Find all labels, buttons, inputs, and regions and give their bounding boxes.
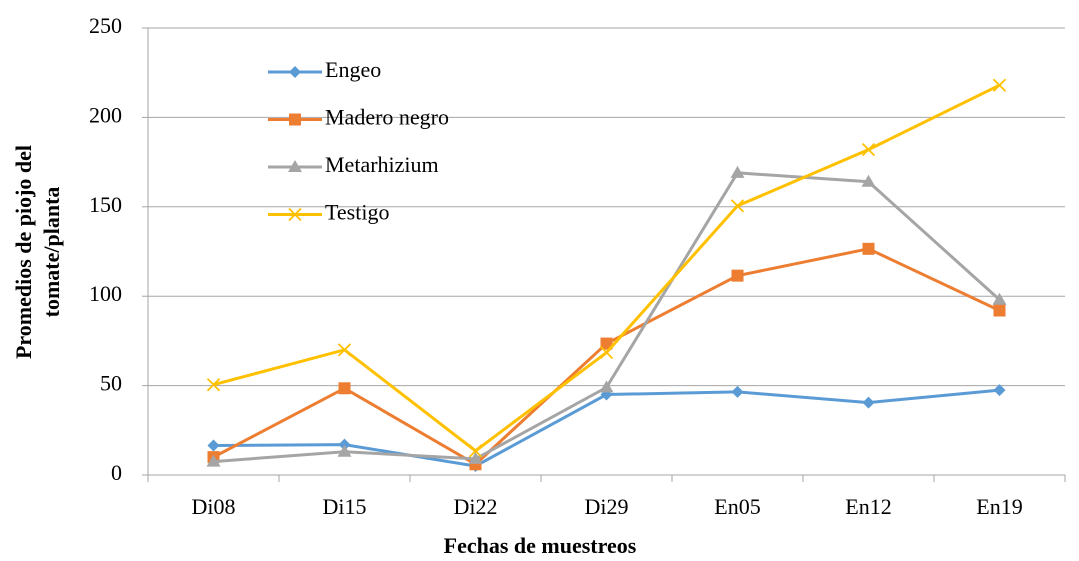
marker bbox=[338, 382, 351, 395]
marker bbox=[207, 439, 220, 452]
x-tick-label: Di08 bbox=[192, 494, 236, 519]
legend-marker bbox=[289, 66, 301, 78]
y-tick-label: 0 bbox=[111, 460, 122, 485]
marker bbox=[862, 242, 875, 255]
marker bbox=[206, 454, 221, 467]
marker bbox=[731, 269, 744, 282]
legend-label: Metarhizium bbox=[325, 152, 439, 177]
x-tick-label: Di15 bbox=[323, 494, 367, 519]
marker bbox=[730, 165, 745, 178]
y-tick-label: 50 bbox=[100, 371, 122, 396]
marker bbox=[337, 343, 352, 357]
legend-label: Madero negro bbox=[325, 105, 449, 130]
legend-label: Testigo bbox=[325, 200, 389, 225]
x-tick-label: En05 bbox=[714, 494, 760, 519]
marker bbox=[992, 78, 1007, 92]
marker bbox=[468, 444, 483, 458]
x-tick-label: Di29 bbox=[585, 494, 629, 519]
legend-marker bbox=[288, 207, 302, 222]
marker bbox=[600, 337, 613, 350]
x-tick-label: En19 bbox=[976, 494, 1022, 519]
marker bbox=[206, 378, 221, 392]
marker bbox=[468, 451, 483, 464]
y-tick-label: 100 bbox=[89, 281, 122, 306]
marker bbox=[861, 142, 876, 157]
marker bbox=[599, 345, 614, 360]
y-axis-title: tomate/planta bbox=[39, 187, 64, 318]
legend-marker bbox=[289, 113, 301, 126]
legend-marker bbox=[288, 160, 302, 172]
series-line bbox=[212, 247, 1001, 467]
marker bbox=[993, 304, 1006, 317]
series-line bbox=[213, 388, 1000, 468]
marker bbox=[861, 174, 876, 187]
x-axis-title: Fechas de muestreos bbox=[444, 533, 637, 558]
marker bbox=[599, 380, 614, 393]
x-tick-label: En12 bbox=[845, 494, 891, 519]
y-axis-title: Promedios de piojo del bbox=[11, 145, 36, 359]
legend-label: Engeo bbox=[325, 57, 381, 82]
x-tick-label: Di22 bbox=[454, 494, 498, 519]
y-tick-label: 150 bbox=[89, 192, 122, 217]
marker bbox=[992, 292, 1007, 305]
y-tick-label: 200 bbox=[89, 102, 122, 127]
marker bbox=[993, 384, 1006, 397]
marker bbox=[731, 385, 744, 398]
marker bbox=[730, 199, 745, 213]
y-tick-label: 250 bbox=[89, 13, 122, 38]
marker bbox=[338, 438, 351, 451]
marker bbox=[862, 396, 875, 409]
marker bbox=[337, 444, 352, 457]
